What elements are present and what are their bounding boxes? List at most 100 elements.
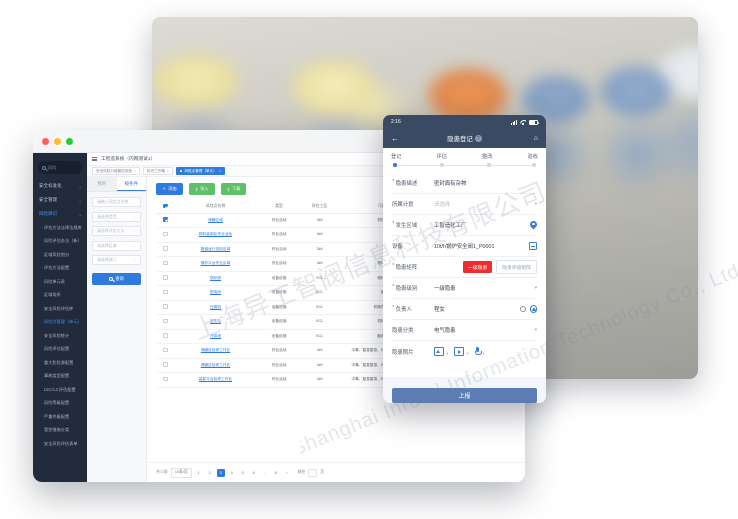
cell-name[interactable]: 装卸平台检修工作业 <box>174 372 257 388</box>
row-checkbox-cell[interactable] <box>156 300 175 315</box>
tab-1[interactable]: 知识工作箱 × <box>142 167 173 175</box>
cell-name[interactable]: 物料装卸区作业活动 <box>174 227 257 243</box>
field-hazard-matrix[interactable]: * 隐患矩阵 一级隐患 隐患评级矩阵 <box>392 257 537 278</box>
submit-button[interactable]: 上报 <box>392 388 537 403</box>
sidebar-group-risk-identification[interactable]: 风险辨识 ⌄ <box>33 207 87 221</box>
field-hazard-description[interactable]: * 隐患描述 密封面有杂物 <box>392 173 537 194</box>
download-button[interactable]: ↧ 下载 <box>220 183 247 195</box>
risk-name-link[interactable]: 锅炉房 <box>209 275 222 280</box>
sidebar-item-3[interactable]: 评估方法配置 <box>33 262 87 276</box>
minimize-button[interactable] <box>54 137 61 145</box>
page-size-select[interactable]: 10条/页 <box>170 467 192 478</box>
field-value[interactable]: 密封面有杂物 <box>434 181 467 187</box>
sidebar-item-10[interactable]: 重大危险源配置 <box>33 356 87 370</box>
close-icon[interactable]: × <box>166 169 169 173</box>
checkbox-icon[interactable] <box>163 260 168 266</box>
field-occurrence-area[interactable]: * 发生区域 工智造化工厂 <box>392 215 537 236</box>
field-value[interactable]: 工智造化工厂 <box>434 223 467 229</box>
select-all-cell[interactable] <box>156 200 175 214</box>
user-picker-icon[interactable] <box>529 305 537 313</box>
close-icon[interactable]: × <box>133 169 136 173</box>
sidebar-item-risk-point-management[interactable]: 风险点管理（单元） <box>33 316 87 330</box>
filter-select-department[interactable]: 请选择部门 ⌄ <box>92 255 141 265</box>
sidebar-item-9[interactable]: 风险评估配置 <box>33 343 87 357</box>
risk-name-link[interactable]: 储罐区检修工作业 <box>200 362 231 367</box>
row-checkbox-cell[interactable] <box>156 227 175 243</box>
sidebar-item-16[interactable]: 安全风险评估表单 <box>33 437 87 451</box>
cell-name[interactable]: 冷却塔 <box>174 329 257 344</box>
checkbox-icon[interactable] <box>163 347 168 353</box>
sidebar-item-15[interactable]: 管控措施分类 <box>33 424 87 438</box>
risk-name-link[interactable]: 装卸平台检修工作业 <box>198 377 233 382</box>
sidebar-item-2[interactable]: 区域风险划分 <box>33 248 87 262</box>
add-video-icon[interactable] <box>454 347 465 356</box>
sidebar-group-safety-management[interactable]: 安全管理 ⌄ <box>33 193 87 207</box>
row-checkbox-cell[interactable] <box>156 358 175 373</box>
field-responsible-person[interactable]: * 负责人 程女 <box>392 299 537 320</box>
add-button[interactable]: ＋ 添加 <box>156 183 183 195</box>
cell-name[interactable]: 储罐区检修工作业 <box>174 343 257 359</box>
close-button[interactable] <box>42 137 49 145</box>
chevron-down-icon[interactable]: ▾ <box>534 327 537 332</box>
checkbox-icon[interactable] <box>163 318 168 324</box>
cell-name[interactable]: 管道运行巡检区域 <box>174 242 257 257</box>
add-audio-icon[interactable] <box>475 347 482 356</box>
risk-name-link[interactable]: 操作平台作业区域 <box>200 261 231 266</box>
cell-name[interactable]: 储罐区检修工作业 <box>174 358 257 373</box>
sidebar-item-0[interactable]: 评估方法法律法规库 <box>33 221 87 235</box>
field-value[interactable]: 10t/h锅炉安全阀1_P0001 <box>434 244 495 250</box>
page-4[interactable]: 4 <box>230 470 233 475</box>
filter-select-area[interactable]: 请选择区域 ⌄ <box>92 240 141 251</box>
checkbox-icon[interactable] <box>163 289 168 295</box>
cell-name[interactable]: 操作平台作业区域 <box>174 256 257 272</box>
question-mark-icon[interactable]: ? <box>474 135 482 142</box>
checkbox-icon[interactable] <box>163 376 168 382</box>
step-label-rectify[interactable]: 整改 <box>482 154 493 160</box>
field-hazard-level[interactable]: * 隐患级别 一级隐患 ▾ <box>392 278 537 299</box>
risk-name-link[interactable]: 配电间 <box>209 290 222 295</box>
sidebar-item-13[interactable]: 风险等级配置 <box>33 397 87 411</box>
step-label-evaluate[interactable]: 评估 <box>436 154 447 160</box>
chevron-down-icon[interactable]: ▾ <box>534 285 537 290</box>
maximize-button[interactable] <box>66 137 73 145</box>
cell-name[interactable]: 锅炉房 <box>174 271 257 286</box>
goto-input[interactable] <box>308 468 318 477</box>
sidebar-item-12[interactable]: LEC/LC评估配置 <box>33 383 87 397</box>
checkbox-icon[interactable] <box>163 333 168 338</box>
field-related-plan[interactable]: 所属计划 请选择 ▾ <box>392 194 537 215</box>
import-button[interactable]: ↥ 导入 <box>188 183 215 195</box>
filter-tab-by-condition[interactable]: 按条件 <box>116 177 146 191</box>
filter-select-method[interactable]: 请选择评估方法 ⌄ <box>92 226 141 236</box>
row-checkbox-cell[interactable] <box>156 343 175 359</box>
tab-0[interactable]: 安全风险分级管控系统 × <box>92 167 140 175</box>
row-checkbox-cell[interactable] <box>156 314 175 330</box>
page-6[interactable]: 6 <box>252 470 255 475</box>
row-checkbox-cell[interactable] <box>156 242 175 257</box>
risk-name-link[interactable]: 压缩机 <box>209 304 222 309</box>
cell-name[interactable]: 空压站 <box>174 314 257 330</box>
sidebar-item-14[interactable]: 严重件级配置 <box>33 410 87 424</box>
tab-risk-point-management[interactable]: 风险点管理（单元） × <box>175 167 225 175</box>
gear-icon[interactable] <box>519 306 526 312</box>
field-placeholder[interactable]: 请选择 <box>434 202 451 208</box>
sidebar-group-safety-standard[interactable]: 安全标准化 ⌄ <box>33 179 87 193</box>
page-8[interactable]: 8 <box>274 470 277 475</box>
field-hazard-category[interactable]: 隐患分类 电气隐患 ▾ <box>392 320 537 341</box>
sidebar-item-4[interactable]: 风险单元表 <box>33 275 87 289</box>
sidebar-item-5[interactable]: 区域场所 <box>33 289 87 303</box>
risk-name-link[interactable]: 冷却塔 <box>209 333 222 338</box>
cell-name[interactable]: 压缩机 <box>174 300 257 315</box>
sidebar-item-11[interactable]: 事故类型配置 <box>33 370 87 384</box>
page-1[interactable]: 1 <box>197 470 200 475</box>
filter-select-type[interactable]: 请选择类型 ⌄ <box>92 211 141 222</box>
filter-search-button[interactable]: 查询 <box>92 273 141 285</box>
chevron-down-icon[interactable]: ▾ <box>534 201 537 206</box>
step-label-accept[interactable]: 验收 <box>527 154 538 160</box>
field-value[interactable]: 电气隐患 <box>434 328 456 334</box>
page-3-current[interactable]: 3 <box>216 468 225 477</box>
checkbox-icon[interactable] <box>163 275 168 280</box>
sidebar-search[interactable]: 风险 <box>38 161 82 174</box>
checkbox-icon[interactable] <box>163 203 168 208</box>
sidebar-item-6[interactable]: 安全风险评估库 <box>33 302 87 316</box>
hamburger-icon[interactable] <box>92 156 97 162</box>
